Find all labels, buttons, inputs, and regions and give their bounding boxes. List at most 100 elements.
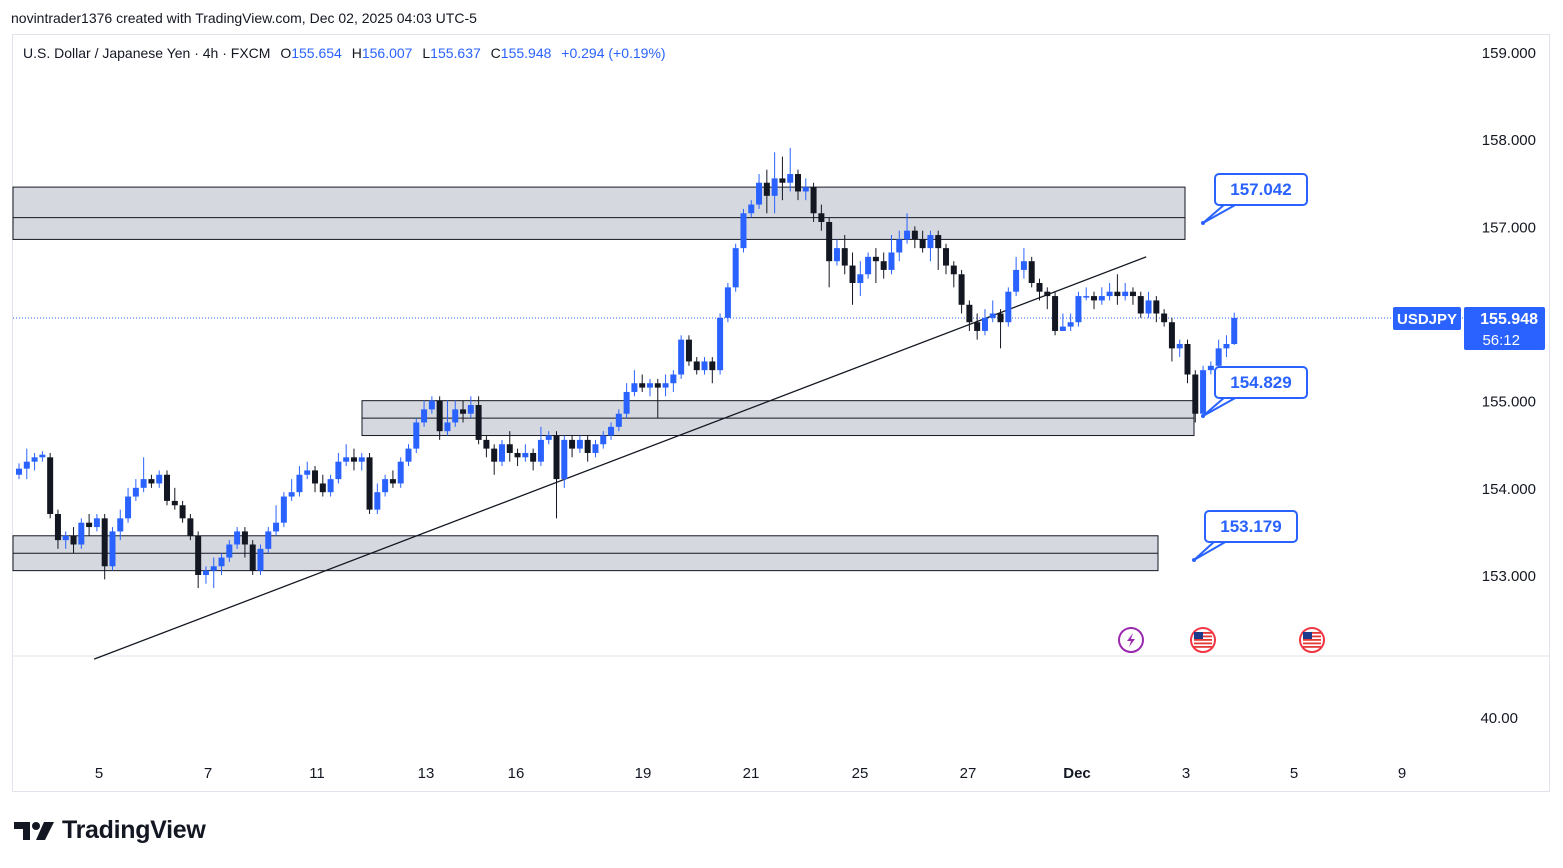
candle[interactable] (1129, 287, 1136, 305)
candle[interactable] (530, 448, 537, 471)
candle[interactable] (62, 531, 69, 549)
price-callout[interactable]: 154.829 (1201, 366, 1308, 418)
candle[interactable] (950, 261, 957, 288)
candle[interactable] (670, 370, 677, 392)
candle[interactable] (1098, 287, 1105, 305)
candle[interactable] (1020, 248, 1027, 279)
candle[interactable] (101, 513, 108, 580)
candle[interactable] (140, 457, 147, 493)
candle[interactable] (1106, 282, 1113, 301)
candle[interactable] (1184, 339, 1191, 384)
candle[interactable] (1192, 370, 1199, 423)
candle[interactable] (86, 513, 93, 536)
candle[interactable] (833, 239, 840, 266)
candle[interactable] (600, 431, 607, 449)
candle[interactable] (413, 418, 420, 453)
candle[interactable] (818, 204, 825, 231)
candle[interactable] (125, 487, 132, 523)
candle[interactable] (1231, 312, 1238, 345)
candle[interactable] (202, 566, 209, 584)
candle[interactable] (164, 470, 171, 506)
candle[interactable] (740, 208, 747, 253)
candle[interactable] (927, 230, 934, 262)
lightning-icon[interactable] (1118, 627, 1144, 653)
candle[interactable] (397, 457, 404, 488)
candle[interactable] (304, 461, 311, 480)
candle[interactable] (592, 439, 599, 458)
candle[interactable] (218, 553, 225, 575)
us-flag-icon[interactable] (1299, 627, 1325, 653)
candle[interactable] (569, 435, 576, 458)
candle[interactable] (39, 451, 46, 462)
candle[interactable] (1200, 365, 1207, 419)
candle[interactable] (54, 509, 61, 549)
candle[interactable] (981, 309, 988, 336)
candle[interactable] (421, 400, 428, 427)
candle[interactable] (1044, 287, 1051, 310)
price-callout[interactable]: 157.042 (1201, 173, 1308, 225)
candle[interactable] (23, 448, 30, 480)
candle[interactable] (865, 252, 872, 279)
candle[interactable] (919, 230, 926, 253)
candle[interactable] (249, 540, 256, 575)
candle[interactable] (109, 527, 116, 571)
candle[interactable] (1114, 274, 1121, 305)
candle[interactable] (537, 426, 544, 467)
candle[interactable] (1215, 339, 1222, 371)
trendline[interactable] (93, 256, 1147, 660)
candle[interactable] (857, 261, 864, 297)
candle[interactable] (732, 243, 739, 292)
candle[interactable] (849, 252, 856, 305)
candle[interactable] (974, 313, 981, 340)
candle[interactable] (639, 374, 646, 392)
candle[interactable] (312, 466, 319, 493)
candle[interactable] (234, 527, 241, 549)
candle[interactable] (802, 178, 809, 201)
candle[interactable] (1083, 287, 1090, 301)
candle[interactable] (132, 479, 139, 501)
candle[interactable] (436, 396, 443, 440)
candle[interactable] (795, 169, 801, 201)
candle[interactable] (880, 252, 887, 279)
candle[interactable] (452, 400, 459, 427)
candle[interactable] (693, 357, 700, 375)
candle[interactable] (444, 400, 451, 436)
candle[interactable] (226, 540, 233, 562)
candle[interactable] (576, 435, 583, 453)
candle[interactable] (1005, 287, 1012, 327)
candle[interactable] (358, 452, 365, 471)
candle[interactable] (327, 474, 334, 497)
candle[interactable] (514, 448, 521, 467)
candle[interactable] (872, 248, 879, 283)
candle[interactable] (382, 474, 389, 497)
candle[interactable] (335, 452, 342, 484)
candle[interactable] (561, 435, 568, 488)
candle[interactable] (257, 544, 264, 575)
candle[interactable] (623, 383, 630, 419)
candle[interactable] (717, 313, 724, 375)
last-price-badge[interactable] (1464, 307, 1545, 351)
candle[interactable] (943, 243, 950, 275)
candle[interactable] (280, 492, 287, 528)
candle[interactable] (654, 378, 661, 419)
candle[interactable] (1059, 313, 1066, 331)
candle[interactable] (350, 448, 357, 471)
price-callout[interactable]: 153.179 (1192, 510, 1298, 562)
candle[interactable] (662, 374, 669, 397)
candle[interactable] (483, 435, 490, 458)
candle[interactable] (179, 500, 186, 523)
candle[interactable] (343, 444, 350, 467)
candle[interactable] (763, 169, 770, 214)
candle[interactable] (904, 213, 911, 244)
candle[interactable] (1176, 339, 1183, 358)
candle[interactable] (210, 557, 217, 589)
candle[interactable] (545, 431, 552, 445)
candle[interactable] (966, 300, 973, 331)
candle[interactable] (1028, 256, 1035, 288)
candle[interactable] (678, 335, 685, 379)
candle[interactable] (997, 309, 1004, 349)
candle[interactable] (405, 444, 412, 467)
candle[interactable] (1153, 296, 1160, 323)
tradingview-logo[interactable]: TradingView (14, 816, 206, 845)
candle[interactable] (1207, 361, 1214, 375)
